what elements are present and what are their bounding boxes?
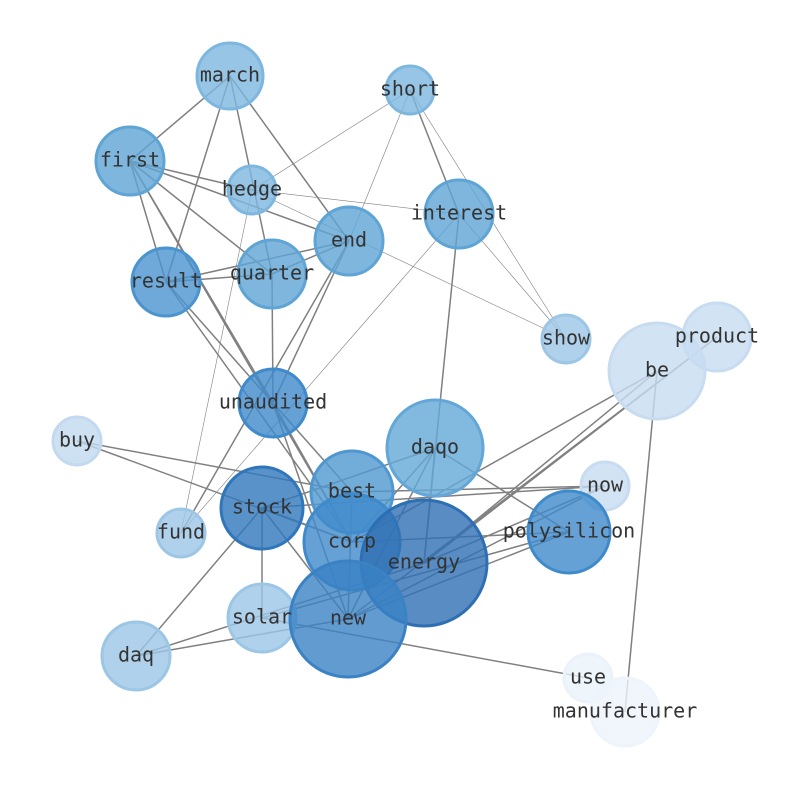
node-label: stock <box>232 495 292 519</box>
node-label: show <box>542 326 591 350</box>
edge <box>165 75 231 283</box>
node-label: buy <box>59 428 95 452</box>
node-label: solar <box>232 605 292 629</box>
node-label: use <box>570 665 606 689</box>
node <box>226 164 278 216</box>
node <box>51 415 103 467</box>
node-label: interest <box>411 201 507 225</box>
edge <box>251 189 567 340</box>
node <box>526 489 612 575</box>
edge <box>251 89 411 191</box>
node-label: daq <box>118 643 154 667</box>
node <box>385 398 485 498</box>
node <box>384 64 436 116</box>
nodes <box>51 41 753 748</box>
node-label: product <box>675 324 759 348</box>
node-label: best <box>328 479 376 503</box>
edge <box>624 370 658 713</box>
node-label: energy <box>388 550 460 574</box>
node <box>540 313 592 365</box>
node-label: march <box>200 63 260 87</box>
node <box>423 178 495 250</box>
node <box>589 676 661 748</box>
node <box>195 41 265 111</box>
node-label: now <box>587 473 624 497</box>
node <box>100 620 172 692</box>
labels: march short first hedge interest end quarter re… <box>59 63 759 723</box>
node <box>237 367 309 439</box>
node <box>313 205 385 277</box>
node-label: unaudited <box>219 390 327 414</box>
edge <box>180 213 460 534</box>
node-label: short <box>380 77 440 101</box>
node <box>94 125 166 197</box>
node-label: daqo <box>411 435 459 459</box>
node-label: end <box>331 228 367 252</box>
node-label: fund <box>157 520 205 544</box>
node <box>607 321 707 421</box>
node-label: hedge <box>222 177 282 201</box>
node <box>219 465 305 551</box>
node-label: result <box>130 269 202 293</box>
node <box>130 246 202 318</box>
node-label: quarter <box>230 261 314 285</box>
node <box>155 507 207 559</box>
node-label: first <box>100 148 160 172</box>
node <box>236 238 308 310</box>
node <box>288 559 408 679</box>
node-label: corp <box>328 529 376 553</box>
node-label: new <box>330 606 367 630</box>
edge <box>76 440 353 493</box>
node-label: polysilicon <box>503 519 635 543</box>
node-label: be <box>645 358 669 382</box>
edge <box>180 189 253 534</box>
node-label: manufacturer <box>553 699 698 723</box>
